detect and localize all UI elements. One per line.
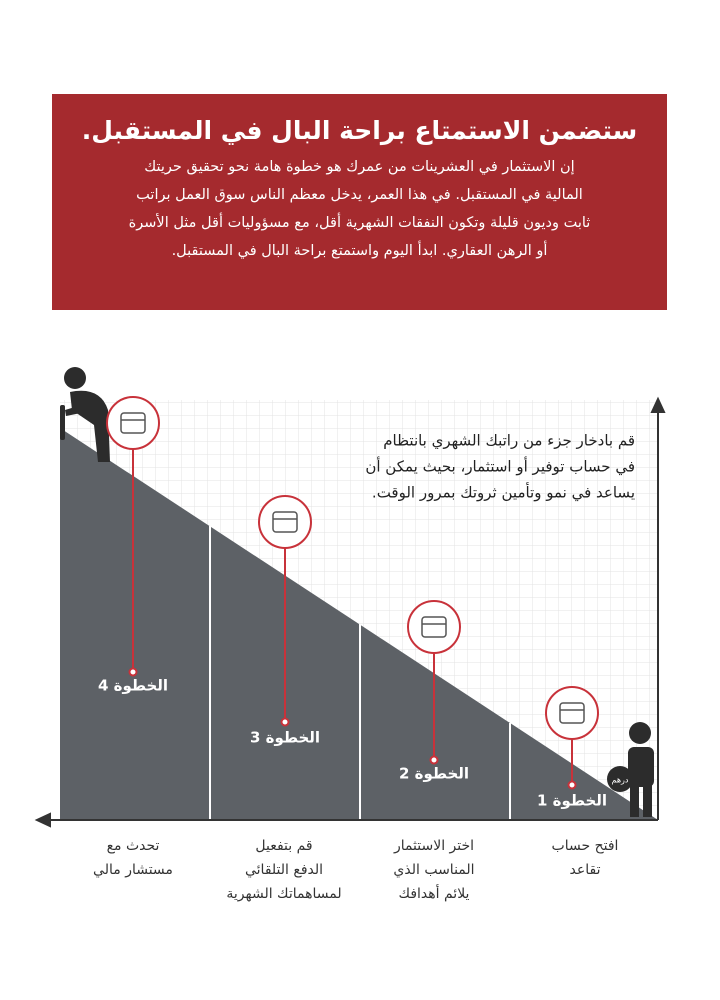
- step-label: الخطوة 2: [399, 765, 469, 783]
- step-caption: تحدث مع: [107, 838, 160, 854]
- young-man: [607, 722, 654, 817]
- icon: [559, 702, 585, 724]
- step-caption: تقاعد: [570, 862, 601, 878]
- title: ستضمن الاستمتاع براحة البال في المستقبل.: [81, 116, 638, 145]
- step-caption: لمساهماتك الشهرية: [226, 886, 341, 902]
- paragraph-line: ثابت وديون قليلة وتكون النفقات الشهرية أ…: [128, 215, 591, 231]
- icon-circle: [258, 495, 312, 549]
- paragraph: إن الاستثمار في العشرينات من عمرك هو خطو…: [52, 153, 667, 265]
- step-caption: الدفع التلقائي: [245, 862, 323, 878]
- axes: [34, 396, 666, 828]
- description-line: قم بادخار جزء من راتبك الشهري بانتظام: [383, 432, 635, 451]
- step-label: الخطوة 3: [250, 729, 320, 747]
- step-label: الخطوة 1: [537, 792, 607, 810]
- icon: [272, 511, 298, 533]
- step-caption: يلائم أهدافك: [399, 884, 470, 902]
- paragraph-line: إن الاستثمار في العشرينات من عمرك هو خطو…: [144, 159, 575, 175]
- dot: [280, 717, 290, 727]
- icon-circle: [106, 396, 160, 450]
- dividers: [209, 526, 511, 820]
- old-man: [60, 367, 110, 462]
- step-caption: مستشار مالي: [93, 862, 173, 878]
- coin-label: درهم: [612, 776, 629, 785]
- header: ستضمن الاستمتاع براحة البال في المستقبل.…: [52, 94, 667, 310]
- step-caption: قم بتفعيل: [255, 838, 312, 854]
- icon-circle: [407, 600, 461, 654]
- description-line: يساعد في نمو وتأمين ثروتك بمرور الوقت.: [372, 482, 635, 503]
- step-label: الخطوة 4: [98, 677, 168, 695]
- description-line: في حساب توفير أو استثمار، بحيث يمكن أن: [365, 457, 635, 477]
- icon: [120, 412, 146, 434]
- icon: [421, 616, 447, 638]
- paragraph-line: أو الرهن العقاري. ابدأ اليوم واستمتع برا…: [171, 243, 548, 259]
- step-caption: افتح حساب: [552, 838, 619, 854]
- dot: [429, 755, 439, 765]
- step-caption: اختر الاستثمار: [393, 838, 474, 854]
- dot: [128, 667, 138, 677]
- dot: [567, 780, 577, 790]
- step-caption: المناسب الذي: [393, 862, 474, 878]
- icon-circle: [545, 686, 599, 740]
- paragraph-line: المالية في المستقبل. في هذا العمر، يدخل …: [136, 187, 583, 203]
